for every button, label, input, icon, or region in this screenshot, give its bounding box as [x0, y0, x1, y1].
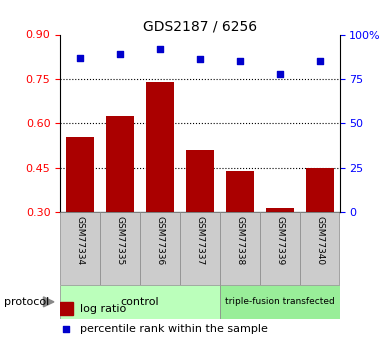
- Bar: [300, 212, 340, 285]
- Bar: [140, 212, 180, 285]
- Bar: [60, 212, 100, 285]
- Point: [277, 71, 283, 76]
- Bar: [180, 212, 220, 285]
- Text: control: control: [121, 297, 159, 307]
- Text: GSM77340: GSM77340: [315, 216, 324, 265]
- Bar: [100, 212, 140, 285]
- Bar: [60, 302, 73, 315]
- Text: GSM77338: GSM77338: [235, 216, 244, 265]
- Bar: [66, 137, 94, 212]
- Point: [77, 55, 83, 60]
- Text: GSM77339: GSM77339: [275, 216, 284, 265]
- Text: GSM77334: GSM77334: [76, 216, 85, 265]
- Text: log ratio: log ratio: [80, 304, 126, 314]
- Bar: [146, 82, 174, 212]
- Point: [197, 57, 203, 62]
- Text: GSM77336: GSM77336: [156, 216, 165, 265]
- Text: protocol: protocol: [4, 297, 49, 307]
- Point: [317, 58, 323, 64]
- Text: triple-fusion transfected: triple-fusion transfected: [225, 297, 334, 306]
- Point: [237, 58, 243, 64]
- Bar: [266, 208, 294, 212]
- Bar: [226, 171, 254, 212]
- Bar: [260, 212, 300, 285]
- Point: [157, 46, 163, 51]
- Text: GSM77337: GSM77337: [195, 216, 204, 265]
- Title: GDS2187 / 6256: GDS2187 / 6256: [143, 19, 257, 33]
- Text: percentile rank within the sample: percentile rank within the sample: [80, 324, 268, 334]
- Bar: [60, 285, 220, 319]
- Point: [117, 51, 123, 57]
- Bar: [106, 116, 134, 212]
- Bar: [306, 168, 334, 212]
- Polygon shape: [43, 297, 54, 307]
- Text: GSM77335: GSM77335: [116, 216, 125, 265]
- Bar: [186, 150, 214, 212]
- Bar: [220, 212, 260, 285]
- Bar: [220, 285, 340, 319]
- Point: [63, 326, 69, 332]
